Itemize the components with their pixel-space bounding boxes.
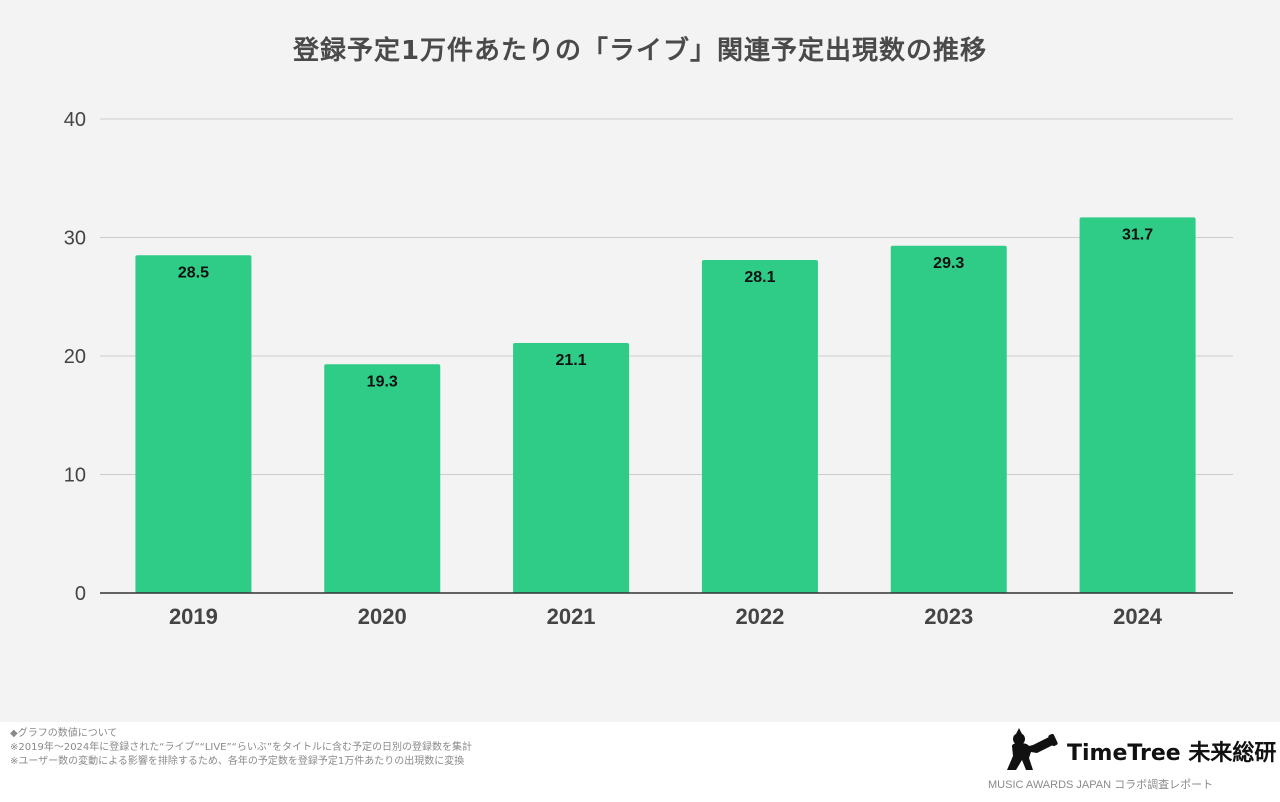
data-label: 31.7 bbox=[1122, 226, 1153, 243]
y-tick-label: 20 bbox=[64, 346, 86, 368]
bar bbox=[890, 245, 1007, 594]
data-label: 28.1 bbox=[744, 269, 775, 286]
x-tick-label: 2019 bbox=[169, 604, 218, 629]
bar bbox=[135, 255, 252, 593]
chart-panel: 登録予定1万件あたりの「ライブ」関連予定出現数の推移 0 10 20 30 40 28.5… bbox=[0, 0, 1280, 722]
brand-tagline: MUSIC AWARDS JAPAN コラボ調査レポート bbox=[988, 779, 1214, 791]
data-label: 29.3 bbox=[933, 255, 964, 272]
note-line: ※2019年～2024年に登録された“ライブ”“LIVE”“らいぶ”をタイトルに… bbox=[10, 742, 473, 753]
timetree-logo-icon bbox=[1007, 728, 1058, 770]
y-tick-label: 40 bbox=[64, 109, 86, 131]
y-tick-label: 10 bbox=[64, 465, 86, 487]
bar bbox=[513, 342, 630, 593]
x-tick-label: 2021 bbox=[547, 604, 596, 629]
y-tick-label: 30 bbox=[64, 228, 86, 250]
note-heading: ◆グラフの数値について bbox=[10, 728, 118, 739]
x-tick-label: 2024 bbox=[1113, 604, 1163, 629]
x-tick-label: 2020 bbox=[358, 604, 407, 629]
note-line: ※ユーザー数の変動による影響を排除するため、各年の予定数を登録予定1万件あたりの… bbox=[10, 756, 465, 767]
bar bbox=[701, 260, 818, 593]
bar-chart: 0 10 20 30 40 28.5 2019 19.3 2020 21.1 2021 28.1 202… bbox=[64, 109, 1233, 629]
data-label: 19.3 bbox=[367, 373, 398, 390]
chart-title: 登録予定1万件あたりの「ライブ」関連予定出現数の推移 bbox=[292, 36, 988, 66]
bar bbox=[1079, 217, 1196, 594]
chart-notes: ◆グラフの数値について ※2019年～2024年に登録された“ライブ”“LIVE… bbox=[10, 727, 472, 769]
data-label: 28.5 bbox=[178, 264, 209, 281]
data-label: 21.1 bbox=[556, 352, 587, 369]
x-tick-label: 2022 bbox=[735, 604, 784, 629]
x-tick-label: 2023 bbox=[924, 604, 973, 629]
bar bbox=[324, 364, 441, 593]
brand-logo: TimeTree 未来総研 bbox=[1003, 726, 1277, 770]
y-tick-label: 0 bbox=[75, 583, 86, 605]
brand-name: TimeTree 未来総研 bbox=[1067, 741, 1277, 766]
